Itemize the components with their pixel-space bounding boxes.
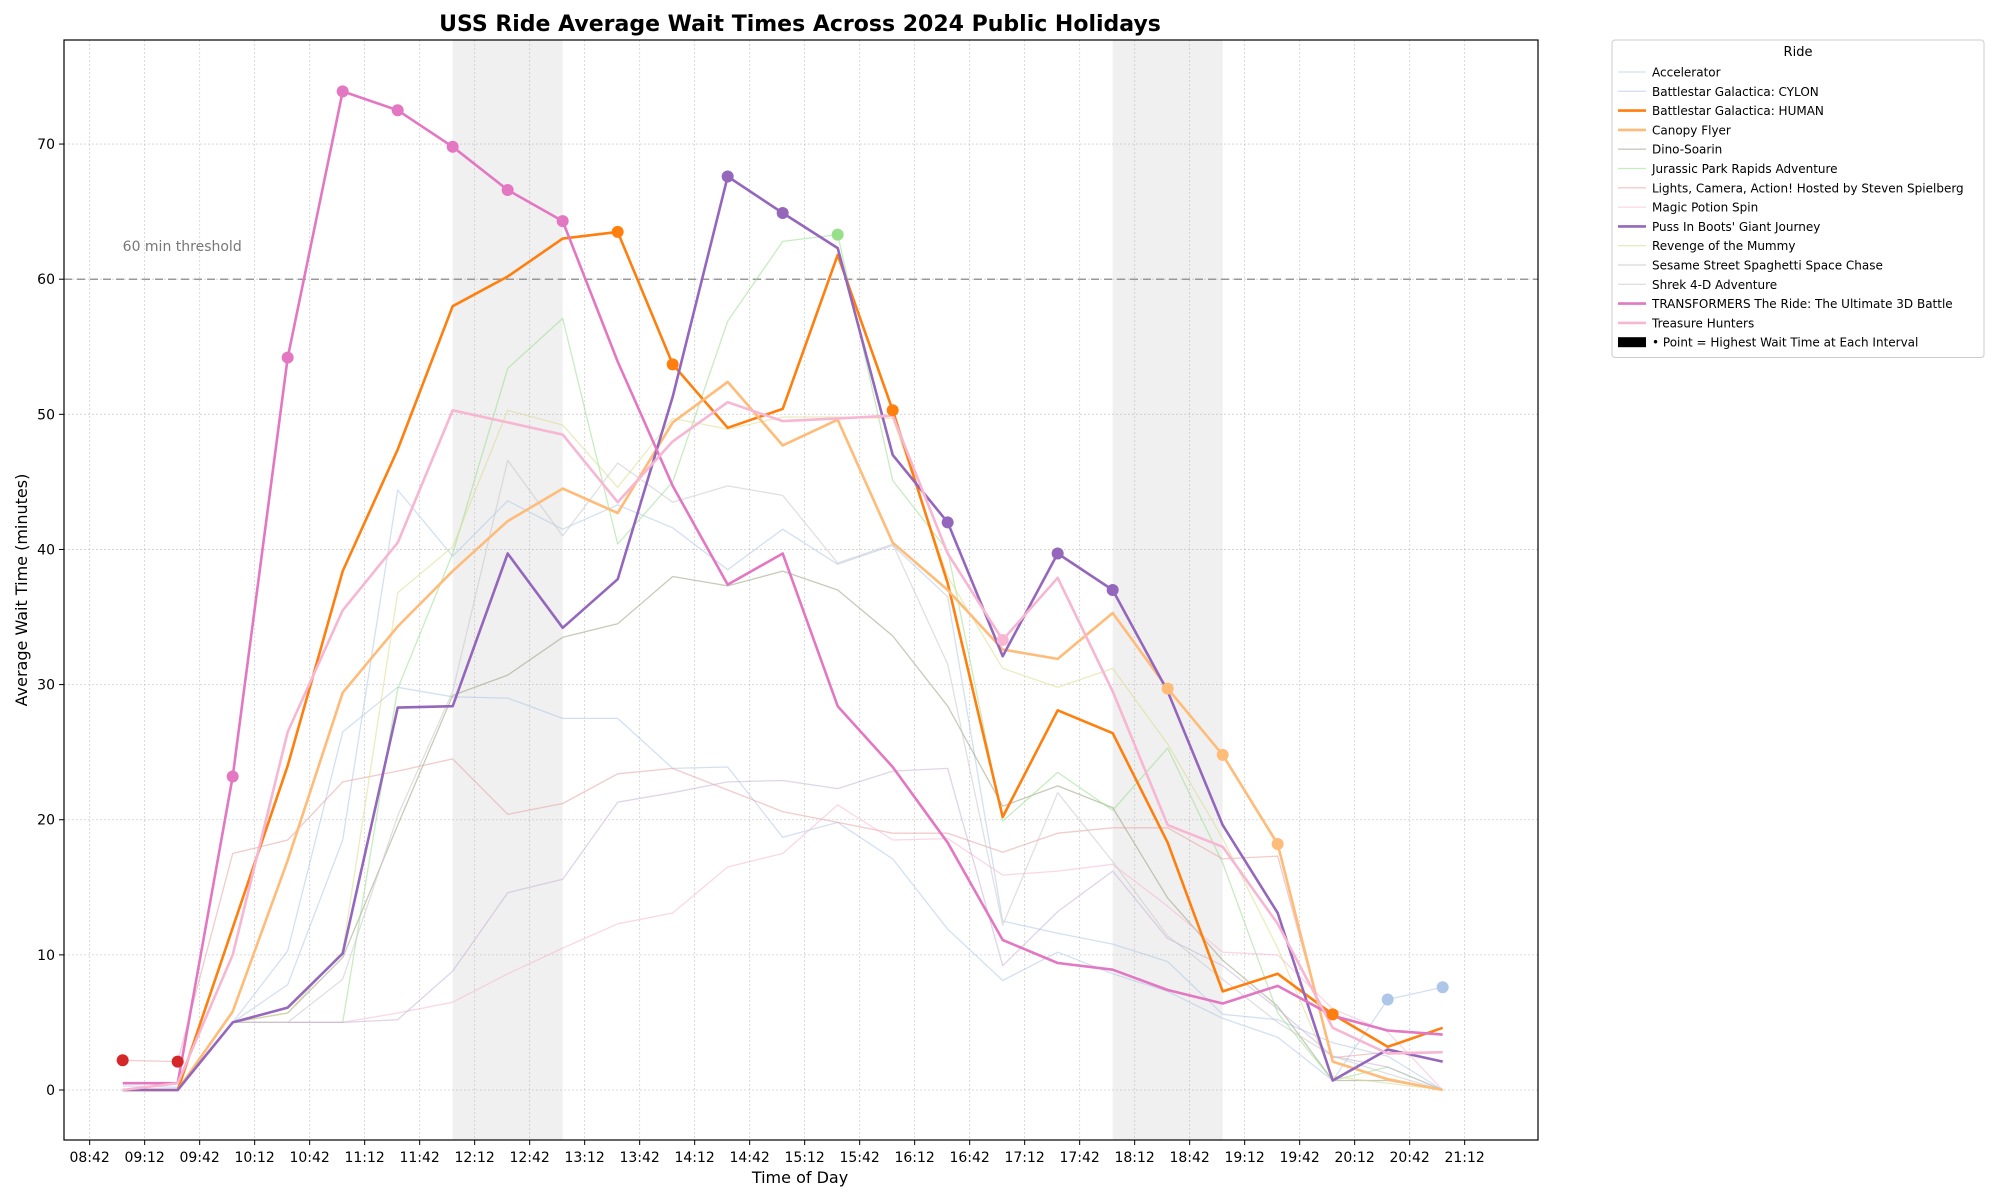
x-tick-label: 21:12 [1444, 1150, 1484, 1166]
highlight-point [281, 351, 294, 364]
x-tick-label: 18:42 [1169, 1150, 1209, 1166]
x-tick-label: 09:42 [179, 1150, 219, 1166]
y-tick-label: 30 [37, 678, 55, 694]
plot-frame [63, 39, 1539, 1141]
highlight-point [611, 225, 624, 238]
x-tick-label: 12:42 [509, 1150, 549, 1166]
legend-entry: Canopy Flyer [1652, 123, 1731, 137]
highlight-point [1436, 981, 1449, 994]
legend-entry: Battlestar Galactica: HUMAN [1652, 104, 1824, 118]
y-tick-label: 40 [37, 542, 55, 558]
x-tick-label: 14:42 [729, 1150, 769, 1166]
chart-title: USS Ride Average Wait Times Across 2024 … [439, 12, 1161, 37]
y-tick-label: 10 [37, 948, 55, 964]
highlight-point [1271, 838, 1284, 851]
highlight-point [721, 170, 734, 183]
highlight-point [831, 228, 844, 241]
series-line [122, 686, 1443, 1088]
highlight-point [171, 1055, 184, 1068]
y-tick-label: 70 [37, 137, 55, 153]
series-line [122, 459, 1443, 1091]
x-tick-label: 08:42 [69, 1150, 109, 1166]
legend-swatch-point [1618, 337, 1646, 348]
shaded-range-0 [452, 40, 563, 1140]
highlight-point [116, 1054, 129, 1067]
y-tick-label: 0 [46, 1083, 55, 1099]
highlight-point [776, 206, 789, 219]
x-tick-label: 20:12 [1334, 1150, 1374, 1166]
highlight-point [556, 215, 569, 228]
x-tick-label: 19:42 [1279, 1150, 1319, 1166]
legend-entry-point: • Point = Highest Wait Time at Each Inte… [1652, 336, 1918, 350]
series-line [122, 489, 1444, 1091]
threshold-label: 60 min threshold [123, 239, 242, 255]
y-axis-label: Average Wait Time (minutes) [12, 474, 31, 707]
x-tick-label: 18:12 [1114, 1150, 1154, 1166]
highlight-point [666, 358, 679, 371]
x-tick-label: 12:12 [454, 1150, 494, 1166]
x-tick-label: 15:12 [784, 1150, 824, 1166]
x-tick-label: 16:12 [894, 1150, 934, 1166]
x-tick-label: 15:42 [839, 1150, 879, 1166]
legend-entry: Magic Potion Spin [1652, 201, 1758, 215]
series-line [122, 758, 1443, 1063]
x-tick-label: 16:42 [949, 1150, 989, 1166]
y-tick-label: 20 [37, 813, 55, 829]
y-tick-label: 60 [37, 272, 55, 288]
highlight-point [886, 404, 899, 417]
y-tick-label: 50 [37, 407, 55, 423]
highlight-point [941, 516, 954, 529]
legend-title: Ride [1784, 45, 1813, 60]
x-axis-label: Time of Day [751, 1168, 848, 1187]
highlight-point [1326, 1008, 1339, 1021]
legend-entry: Battlestar Galactica: CYLON [1652, 85, 1819, 99]
legend-entry: Shrek 4-D Adventure [1652, 278, 1777, 292]
legend-entry: Puss In Boots' Giant Journey [1652, 220, 1820, 234]
x-tick-label: 20:42 [1389, 1150, 1429, 1166]
legend-entry: TRANSFORMERS The Ride: The Ultimate 3D B… [1651, 297, 1953, 311]
x-tick-label: 17:12 [1004, 1150, 1044, 1166]
highlight-point [501, 184, 514, 196]
plot-area: 08:42 09:12 09:42 10:12 10:42 11:12 11:42 12:12… [37, 39, 1539, 1166]
legend-entry: Revenge of the Mummy [1652, 239, 1795, 253]
x-tick-label: 10:12 [234, 1150, 274, 1166]
legend-entry: Treasure Hunters [1651, 316, 1754, 330]
highlight-point [996, 634, 1009, 646]
highlight-point [1381, 993, 1394, 1006]
series-line [122, 767, 1443, 1091]
x-tick-label: 14:12 [674, 1150, 714, 1166]
highlight-point [1216, 748, 1229, 761]
x-tick-label: 10:42 [289, 1150, 329, 1166]
x-tick-label: 13:42 [619, 1150, 659, 1166]
highlight-point [391, 104, 404, 117]
x-tick-label: 11:12 [344, 1150, 384, 1166]
series-line [122, 570, 1443, 1091]
legend-entry: Accelerator [1652, 66, 1721, 80]
legend-entry: Sesame Street Spaghetti Space Chase [1652, 259, 1883, 273]
x-tick-label: 17:42 [1059, 1150, 1099, 1166]
series-line [122, 400, 1443, 1092]
legend-entry: Lights, Camera, Action! Hosted by Steven… [1652, 181, 1964, 195]
highlight-point [1161, 682, 1174, 695]
legend-box [1611, 39, 1985, 358]
highlight-point [336, 85, 349, 98]
x-tick-label: 19:12 [1224, 1150, 1264, 1166]
highlight-point [226, 770, 239, 783]
legend-entry: Jurassic Park Rapids Adventure [1651, 162, 1838, 176]
highlight-point [1051, 547, 1064, 560]
x-tick-label: 13:12 [564, 1150, 604, 1166]
legend-entry: Dino-Soarin [1652, 143, 1722, 157]
legend: Ride Accelerator Battlestar Galactica: CYL… [1611, 39, 1985, 358]
x-tick-label: 09:12 [124, 1150, 164, 1166]
highlight-point [1106, 584, 1119, 596]
highlight-point [446, 140, 459, 153]
series-line [122, 230, 1444, 1092]
x-tick-label: 11:42 [399, 1150, 439, 1166]
